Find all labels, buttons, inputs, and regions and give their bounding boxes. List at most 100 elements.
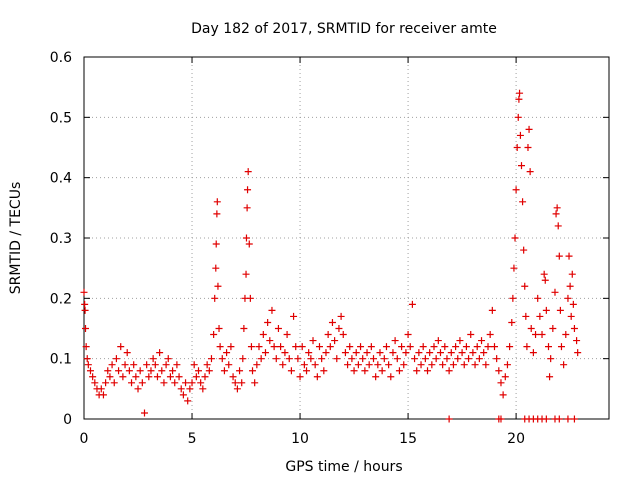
- data-point: [565, 252, 573, 260]
- data-point: [331, 337, 339, 345]
- data-point: [467, 331, 475, 339]
- data-point: [298, 343, 306, 351]
- data-point: [460, 361, 468, 369]
- data-point: [426, 349, 434, 357]
- data-point: [190, 361, 198, 369]
- data-point: [493, 355, 501, 363]
- data-point: [149, 355, 157, 363]
- data-point: [486, 331, 494, 339]
- data-point: [508, 318, 516, 326]
- data-point: [151, 361, 159, 369]
- data-point: [541, 276, 549, 284]
- data-point: [245, 240, 253, 248]
- data-point: [569, 300, 577, 308]
- data-point: [175, 373, 183, 381]
- data-point: [452, 343, 460, 351]
- y-tick-label: 0.4: [50, 171, 72, 187]
- data-point: [285, 355, 293, 363]
- data-point: [393, 355, 401, 363]
- data-point: [411, 355, 419, 363]
- data-point: [367, 343, 375, 351]
- data-point: [156, 349, 164, 357]
- data-point: [359, 355, 367, 363]
- data-point: [203, 361, 211, 369]
- data-point: [389, 349, 397, 357]
- data-point: [218, 355, 226, 363]
- data-point: [119, 373, 127, 381]
- data-point: [478, 337, 486, 345]
- data-points: [80, 89, 582, 423]
- data-point: [83, 355, 91, 363]
- data-point: [339, 331, 347, 339]
- data-point: [320, 367, 328, 375]
- data-point: [527, 325, 535, 332]
- data-point: [536, 312, 544, 320]
- data-point: [188, 379, 196, 387]
- data-point: [361, 367, 369, 375]
- data-point: [86, 367, 94, 375]
- data-point: [270, 343, 278, 351]
- data-point: [251, 379, 259, 387]
- data-point: [350, 367, 358, 375]
- data-point: [300, 361, 308, 369]
- data-point: [215, 325, 223, 332]
- data-point: [162, 361, 170, 369]
- data-point: [354, 361, 362, 369]
- data-point: [227, 343, 235, 351]
- axis-ticks: 0 5 10 15 20 0 0.1 0.2 0.3 0.4 0.5 0.6: [50, 50, 609, 447]
- data-point: [212, 240, 220, 248]
- data-point: [173, 361, 181, 369]
- data-point: [333, 355, 341, 363]
- data-point: [184, 397, 192, 405]
- data-point: [365, 361, 373, 369]
- data-point: [337, 312, 345, 320]
- x-tick-label: 5: [188, 431, 197, 447]
- data-point: [380, 355, 388, 363]
- data-point: [134, 385, 142, 393]
- data-point: [372, 373, 380, 381]
- data-point: [205, 367, 213, 375]
- data-point: [223, 349, 231, 357]
- data-point: [138, 379, 146, 387]
- data-point: [236, 367, 244, 375]
- data-point: [179, 391, 187, 399]
- data-point: [520, 246, 528, 254]
- data-point: [400, 361, 408, 369]
- data-point: [542, 415, 550, 423]
- x-axis-label: GPS time / hours: [285, 459, 402, 475]
- data-point: [123, 349, 131, 357]
- data-point: [294, 355, 302, 363]
- data-point: [328, 318, 336, 326]
- data-point: [538, 331, 546, 339]
- data-point: [549, 325, 557, 332]
- data-point: [488, 306, 496, 314]
- data-point: [555, 415, 563, 423]
- data-point: [324, 331, 332, 339]
- data-point: [547, 355, 555, 363]
- data-point: [443, 355, 451, 363]
- data-point: [242, 234, 250, 242]
- data-point: [290, 312, 298, 320]
- data-point: [201, 373, 209, 381]
- data-point: [153, 373, 161, 381]
- data-point: [514, 113, 522, 121]
- data-point: [566, 282, 574, 290]
- data-point: [169, 367, 177, 375]
- data-point: [484, 343, 492, 351]
- data-point: [526, 168, 534, 176]
- data-point: [564, 294, 572, 302]
- data-point: [570, 325, 578, 332]
- data-point: [318, 355, 326, 363]
- data-point: [136, 367, 144, 375]
- data-point: [516, 131, 524, 139]
- data-point: [495, 367, 503, 375]
- data-point: [454, 355, 462, 363]
- x-tick-label: 0: [80, 431, 89, 447]
- data-point: [266, 337, 274, 345]
- data-point: [511, 234, 519, 242]
- data-point: [242, 270, 250, 278]
- data-point: [344, 361, 352, 369]
- data-point: [436, 349, 444, 357]
- data-point: [182, 379, 190, 387]
- data-point: [279, 361, 287, 369]
